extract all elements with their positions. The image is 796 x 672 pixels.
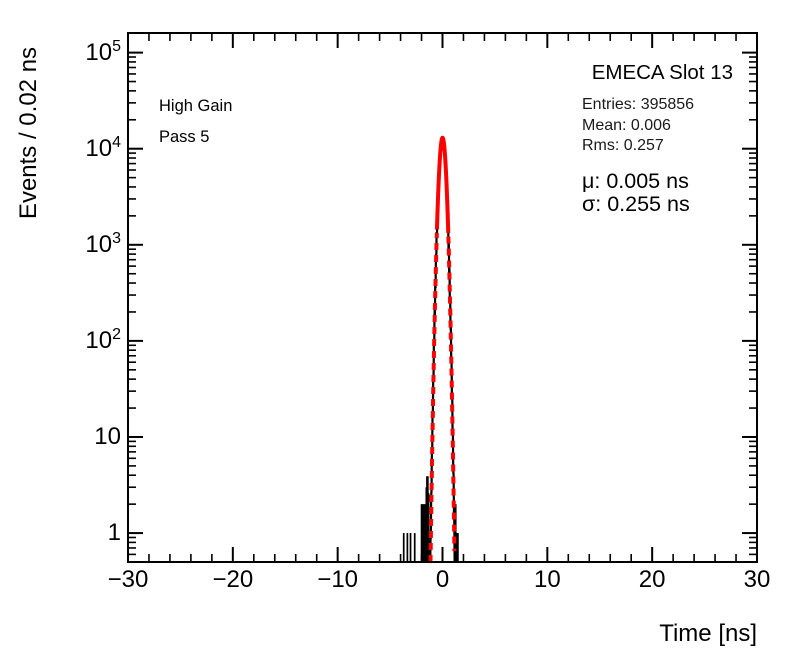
fit-curve-solid <box>434 135 451 234</box>
x-tick-label: −20 <box>212 566 254 593</box>
stats-block: Entries: 395856 Mean: 0.006 Rms: 0.257 <box>582 95 694 157</box>
x-tick-label: 30 <box>743 566 771 593</box>
fit-mu-label: μ: 0.005 ns <box>582 169 689 193</box>
corner-label-line2: Pass 5 <box>159 128 210 146</box>
plot-title: EMECA Slot 13 <box>591 61 733 84</box>
fit-sigma-label: σ: 0.255 ns <box>582 192 690 216</box>
stats-entries: Entries: 395856 <box>582 96 695 113</box>
y-tick-label: 102 <box>85 325 121 354</box>
histogram-noise-block <box>420 504 427 562</box>
y-tick-label: 103 <box>85 229 121 258</box>
stats-mean: Mean: 0.006 <box>582 116 671 134</box>
x-axis-title: Time [ns] <box>659 620 757 647</box>
histogram-noise-block <box>454 504 457 562</box>
corner-label: High Gain Pass 5 <box>159 91 232 153</box>
y-tick-label: 104 <box>85 133 121 162</box>
x-tick-label: −30 <box>107 566 149 593</box>
fit-curve-dashed-right <box>446 236 457 552</box>
stats-rms: Rms: 0.257 <box>582 137 664 155</box>
x-tick-label: 10 <box>533 566 561 593</box>
y-tick-label: 10 <box>94 422 121 450</box>
x-tick-label: −10 <box>317 566 359 593</box>
x-tick-label: 20 <box>638 566 666 593</box>
x-tick-label: 0 <box>435 566 450 593</box>
y-tick-label: 1 <box>107 519 121 547</box>
fit-curve-dashed-left <box>428 233 439 563</box>
y-tick-label: 105 <box>85 37 121 66</box>
corner-label-line1: High Gain <box>159 97 233 115</box>
